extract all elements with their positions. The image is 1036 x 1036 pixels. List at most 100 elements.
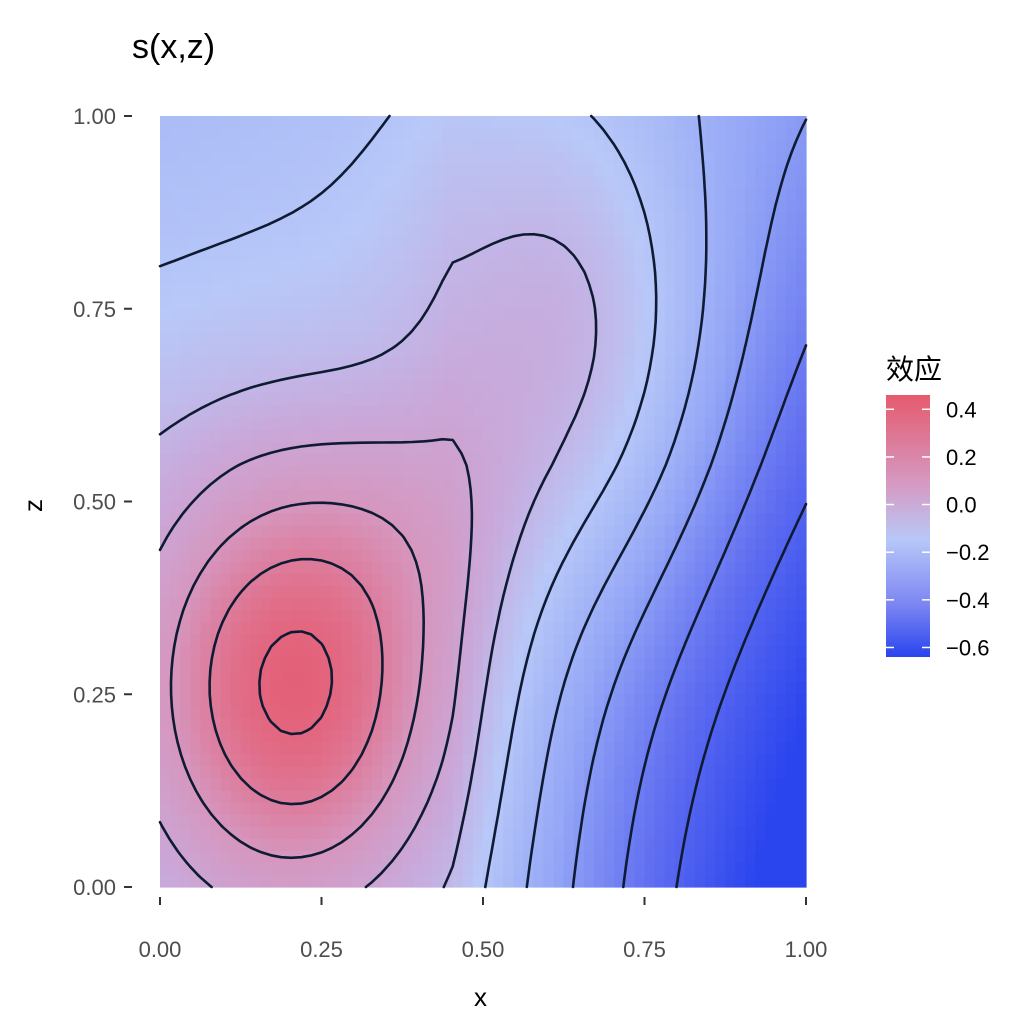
heat-cell <box>250 802 262 816</box>
heat-cell <box>331 850 343 864</box>
heat-cell <box>755 730 767 744</box>
heat-cell <box>291 393 302 406</box>
heat-cell <box>351 272 363 286</box>
heat-cell <box>462 802 474 816</box>
heat-cell <box>573 730 585 744</box>
heat-cell <box>725 477 736 491</box>
heat-cell <box>462 766 474 780</box>
heat-cell <box>594 634 605 647</box>
heat-cell <box>210 236 222 250</box>
heat-cell <box>614 308 625 322</box>
heat-cell <box>594 646 605 659</box>
heat-cell <box>160 381 171 394</box>
heat-cell <box>775 116 787 129</box>
x-tick-label: 0.00 <box>139 937 182 962</box>
heat-cell <box>412 128 424 141</box>
heat-cell <box>705 477 716 491</box>
contour-line <box>158 114 658 889</box>
heat-cell <box>281 754 292 768</box>
heat-cell <box>392 356 403 370</box>
heat-cell <box>452 465 464 479</box>
heat-cell <box>483 597 494 611</box>
heat-cell <box>604 188 615 201</box>
heat-cell <box>493 658 504 671</box>
heat-cell <box>240 320 252 334</box>
heat-cell <box>745 802 757 816</box>
heat-cell <box>624 212 635 226</box>
heat-cell <box>341 176 353 189</box>
heat-cell <box>735 597 747 611</box>
heat-cell <box>281 609 292 623</box>
heat-cell <box>594 236 605 250</box>
heat-cell <box>674 826 686 840</box>
contour-line <box>622 344 808 889</box>
heat-cell <box>472 609 484 623</box>
heat-cell <box>462 356 474 370</box>
heat-cell <box>573 200 585 213</box>
heat-cell <box>785 658 797 671</box>
heat-cell <box>634 489 646 503</box>
heat-cell <box>795 224 807 238</box>
heat-cell <box>765 826 777 840</box>
heat-cell <box>281 802 292 816</box>
heat-cell <box>452 344 464 358</box>
heat-cell <box>664 320 676 334</box>
heat-cell <box>271 682 282 695</box>
heat-cell <box>543 862 555 876</box>
heat-cell <box>513 248 524 262</box>
heat-cell <box>513 260 524 274</box>
heat-cell <box>382 128 393 141</box>
heat-cell <box>563 128 575 141</box>
heat-cell <box>442 176 454 189</box>
heat-cell <box>715 356 726 370</box>
heat-cell <box>220 224 232 238</box>
heat-cell <box>523 802 535 816</box>
heat-cell <box>553 260 565 274</box>
heat-cell <box>523 405 535 418</box>
heat-cell <box>200 718 212 731</box>
heat-cell <box>260 621 272 635</box>
heat-cell <box>260 453 272 466</box>
heat-cell <box>361 441 373 454</box>
heat-cell <box>281 537 292 551</box>
heat-cell <box>563 320 575 334</box>
heat-cell <box>170 874 181 888</box>
heat-cell <box>684 296 696 310</box>
heat-cell <box>513 188 524 201</box>
heat-cell <box>644 525 656 539</box>
heat-cell <box>634 561 646 575</box>
heat-cell <box>271 670 282 683</box>
heat-cell <box>341 814 353 828</box>
heat-cell <box>573 236 585 250</box>
heat-cell <box>361 754 373 768</box>
heat-cell <box>765 489 777 503</box>
heat-cell <box>594 778 605 792</box>
heat-cell <box>311 368 323 382</box>
heat-cell <box>160 453 171 466</box>
heat-cell <box>382 308 393 322</box>
heat-cell <box>684 525 696 539</box>
heat-cell <box>725 332 736 346</box>
heat-cell <box>483 116 494 129</box>
heat-cell <box>644 284 656 298</box>
heat-cell <box>462 164 474 177</box>
heat-cell <box>533 368 545 382</box>
heat-cell <box>331 549 343 563</box>
heat-cell <box>392 429 403 442</box>
heat-cell <box>341 585 353 599</box>
heat-cell <box>472 465 484 479</box>
heat-cell <box>361 646 373 659</box>
heat-cell <box>351 525 363 539</box>
heat-cell <box>311 802 323 816</box>
heat-cell <box>624 356 635 370</box>
heat-cell <box>563 513 575 527</box>
heat-cell <box>634 862 646 876</box>
heat-cell <box>442 212 454 226</box>
heat-cell <box>513 585 524 599</box>
heat-cell <box>250 465 262 479</box>
heat-cell <box>321 477 333 491</box>
heat-cell <box>382 802 393 816</box>
heat-cell <box>523 381 535 394</box>
heat-cell <box>371 658 383 671</box>
heat-cell <box>775 634 787 647</box>
